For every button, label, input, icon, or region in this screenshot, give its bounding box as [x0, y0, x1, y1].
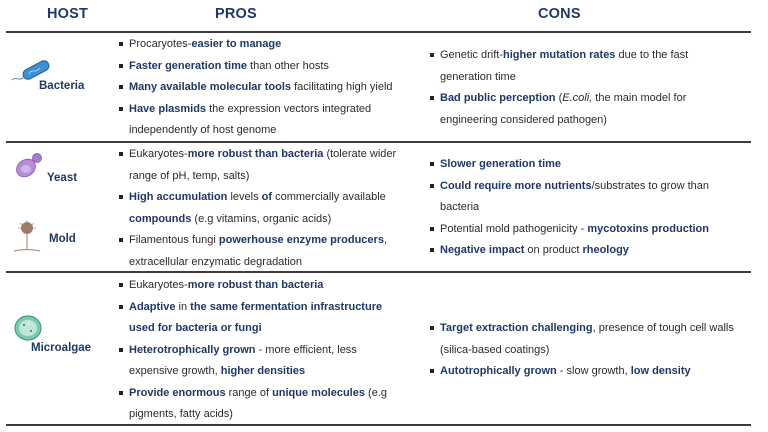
text-phrase: on product [524, 244, 583, 256]
bullet-item: Have plasmids the expression vectors int… [117, 99, 402, 142]
bullet-item: Target extraction challenging, presence … [428, 318, 738, 361]
bold-phrase: more robust than bacteria [187, 279, 324, 291]
bullet-item: Slower generation time [428, 154, 738, 176]
bold-phrase: higher mutation rates [502, 49, 616, 61]
text-phrase: E.coli, [562, 92, 593, 104]
bullet-item: Potential mold pathogenicity - mycotoxin… [428, 219, 738, 241]
bullet-item: Negative impact on product rheology [428, 240, 738, 262]
text-phrase: (e.g pigments, fatty acids) [129, 386, 387, 421]
text-phrase: (tolerate wider range of pH, temp, salts… [129, 148, 397, 182]
table-bottom-rule [6, 424, 751, 426]
bold-phrase: Adaptive [129, 300, 176, 313]
bold-phrase: higher densities [220, 365, 306, 377]
text-phrase: Eukaryotes- [129, 279, 188, 291]
column-header-pros: PROS [215, 6, 257, 22]
text-phrase: Filamentous fungi [129, 234, 219, 246]
pros-yeast-mold: Eukaryotes-more robust than bacteria (to… [117, 144, 402, 273]
bold-phrase: Have plasmids [129, 102, 207, 115]
bold-phrase: powerhouse enzyme producers [218, 234, 384, 246]
row-divider-2 [6, 271, 751, 273]
text-phrase: , extracellular enzymatic degradation [129, 234, 387, 268]
column-header-cons: CONS [538, 6, 581, 22]
bold-phrase: rheology [582, 244, 629, 256]
cons-microalgae: Target extraction challenging, presence … [428, 318, 738, 383]
text-phrase: ( [555, 92, 563, 104]
bold-phrase: more robust than bacteria [187, 148, 324, 160]
text-phrase: /substrates to grow than bacteria [440, 179, 709, 214]
row-divider-1 [6, 141, 751, 143]
bullet-item: Bad public perception (E.coli, the main … [428, 88, 738, 131]
bullet-item: Provide enormous range of unique molecul… [117, 383, 407, 426]
text-phrase: range of [225, 386, 273, 399]
host-label-bacteria: Bacteria [39, 80, 85, 92]
text-phrase: Genetic drift- [440, 49, 503, 61]
bullet-item: Autotrophically grown - slow growth, low… [428, 361, 738, 383]
column-header-host: HOST [47, 6, 89, 22]
bold-phrase: mycotoxins production [587, 222, 709, 235]
cons-bacteria: Genetic drift-higher mutation rates due … [428, 45, 738, 131]
bold-phrase: Autotrophically grown [440, 365, 557, 377]
cons-yeast-mold: Slower generation time Could require more… [428, 154, 738, 262]
bold-phrase: unique molecules [272, 386, 365, 399]
text-phrase: - slow growth, [556, 365, 631, 377]
bold-phrase: Many available molecular tools [129, 81, 292, 93]
text-phrase: (e.g vitamins, organic acids) [191, 212, 332, 225]
text-phrase: Potential mold pathogenicity - [440, 222, 588, 235]
bullet-item: Heterotrophically grown - more efficient… [117, 340, 407, 383]
bold-phrase: low density [630, 365, 691, 377]
host-label-microalgae: Microalgae [31, 342, 92, 354]
bold-phrase: Target extraction challenging [440, 322, 593, 334]
bold-phrase: High accumulation [129, 191, 228, 203]
text-phrase: due to the fast generation time [440, 49, 689, 83]
text-phrase: than other hosts [246, 59, 329, 72]
bold-phrase: easier to manage [191, 38, 282, 50]
bold-phrase: compounds [129, 212, 192, 225]
bullet-item: Many available molecular tools facilitat… [117, 77, 402, 99]
text-phrase: the expression vectors integrated indepe… [129, 102, 372, 137]
bold-phrase: Negative impact [440, 244, 525, 256]
pros-microalgae: Eukaryotes-more robust than bacteria Adap… [117, 275, 407, 426]
bullet-item: Eukaryotes-more robust than bacteria [117, 275, 407, 297]
bold-phrase: Could require more nutrients [440, 179, 592, 192]
header-divider [6, 31, 751, 33]
yeast-icon [14, 150, 44, 185]
bullet-item: Faster generation time than other hosts [117, 56, 402, 78]
bullet-item: Could require more nutrients/substrates … [428, 176, 738, 219]
bullet-item: Genetic drift-higher mutation rates due … [428, 45, 738, 88]
host-label-yeast: Yeast [47, 172, 78, 184]
bullet-item: Filamentous fungi powerhouse enzyme prod… [117, 230, 402, 273]
bullet-item: Adaptive in the same fermentation infras… [117, 297, 407, 340]
text-phrase: - more efficient, less expensive growth, [129, 343, 357, 378]
text-phrase: the main model for engineering considere… [440, 92, 687, 126]
microalgae-icon [13, 314, 43, 347]
text-phrase: , presence of tough cell walls (silica-b… [440, 322, 734, 356]
bold-phrase: Slower generation time [440, 158, 562, 170]
bullet-item: High accumulation levels of commercially… [117, 187, 402, 230]
pros-bacteria: Procaryotes-easier to manage Faster gener… [117, 34, 402, 142]
text-phrase: Eukaryotes- [129, 148, 188, 160]
text-phrase: in [175, 300, 191, 313]
bold-phrase: the same fermentation infrastructure use… [129, 300, 383, 335]
bold-phrase: Heterotrophically grown [129, 343, 256, 356]
text-phrase: commercially available [272, 191, 386, 203]
bold-phrase: Bad public perception [440, 92, 556, 104]
mold-icon [12, 218, 42, 263]
bold-phrase: of [261, 191, 273, 203]
host-label-mold: Mold [49, 233, 76, 245]
text-phrase: facilitating high yield [291, 81, 393, 93]
bacteria-icon [10, 58, 52, 89]
text-phrase: levels [227, 191, 262, 203]
bold-phrase: Faster generation time [129, 59, 247, 72]
bullet-item: Procaryotes-easier to manage [117, 34, 402, 56]
text-phrase: Procaryotes- [129, 38, 192, 50]
bold-phrase: Provide enormous [129, 386, 226, 399]
bullet-item: Eukaryotes-more robust than bacteria (to… [117, 144, 402, 187]
